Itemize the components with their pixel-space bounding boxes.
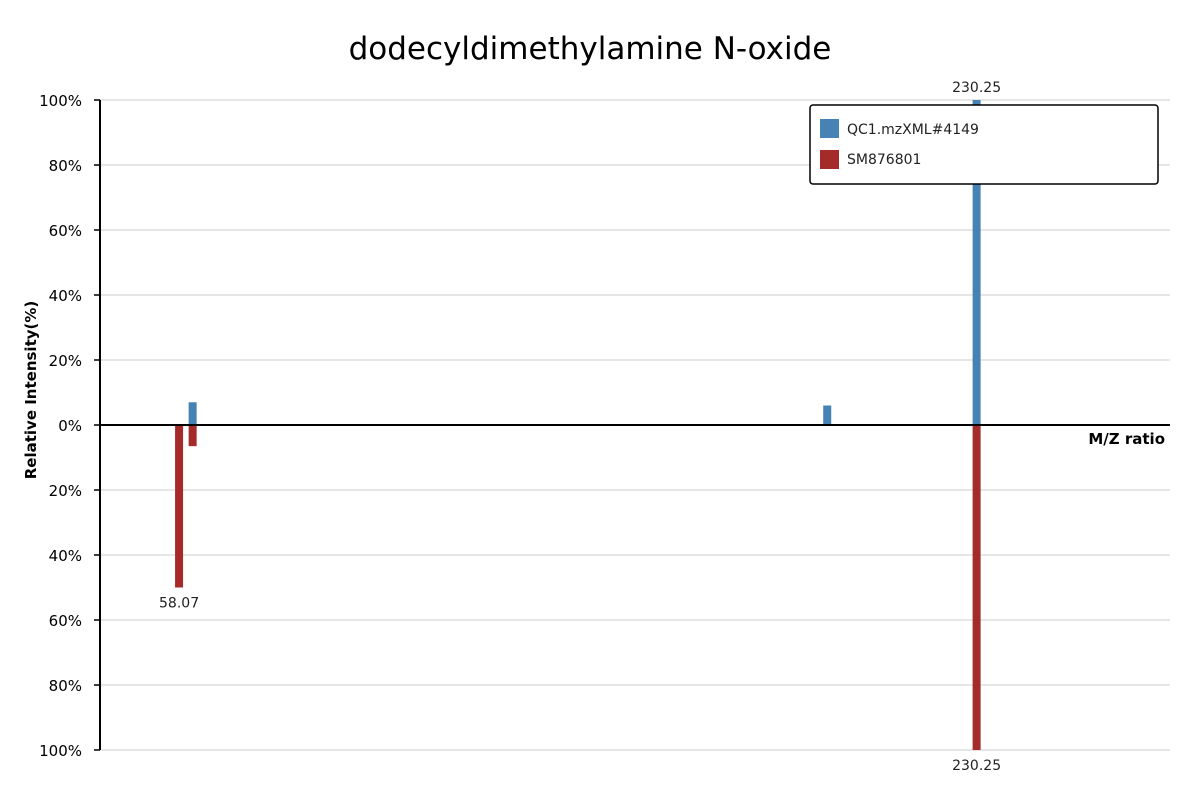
y-tick-label: 0%: [58, 417, 82, 435]
y-tick-label: 60%: [49, 612, 82, 630]
peak-labels: 230.25 58.07 230.25: [159, 80, 1001, 774]
grid-lines: [100, 99, 1170, 751]
peak-bar: [188, 425, 197, 447]
y-tick-label: 100%: [39, 742, 82, 760]
peak-label: 230.25: [952, 80, 1001, 96]
legend-label-qc1: QC1.mzXML#4149: [847, 122, 979, 138]
y-tick-label: 40%: [49, 547, 82, 565]
y-tick-label: 40%: [49, 287, 82, 305]
legend: QC1.mzXML#4149 SM876801: [809, 104, 1159, 185]
y-tick-label: 100%: [39, 92, 82, 110]
x-axis-title: M/Z ratio: [1088, 430, 1165, 448]
y-tick-label: 20%: [49, 352, 82, 370]
y-tick-label: 20%: [49, 482, 82, 500]
peak-bar: [175, 425, 184, 588]
peak-label: 230.25: [952, 758, 1001, 774]
peak-bar: [972, 425, 981, 750]
legend-box: [809, 104, 1159, 185]
legend-label-sm876801: SM876801: [847, 152, 921, 168]
spectrum-peaks: [175, 100, 981, 750]
peak-bar: [972, 100, 981, 425]
y-tick-label: 80%: [49, 677, 82, 695]
y-tick-label: 80%: [49, 157, 82, 175]
legend-swatch-qc1: [820, 119, 839, 138]
peak-bar: [188, 402, 197, 425]
y-axis-title: Relative Intensity(%): [22, 301, 40, 480]
peak-label: 58.07: [159, 596, 199, 612]
peak-bar: [823, 405, 832, 425]
y-axis-ticks: 100% 80% 60% 40% 20% 0% 20% 40% 60% 80% 100%: [39, 92, 100, 760]
chart-title: dodecyldimethylamine N-oxide: [349, 31, 832, 67]
legend-swatch-sm876801: [820, 150, 839, 169]
y-tick-label: 60%: [49, 222, 82, 240]
